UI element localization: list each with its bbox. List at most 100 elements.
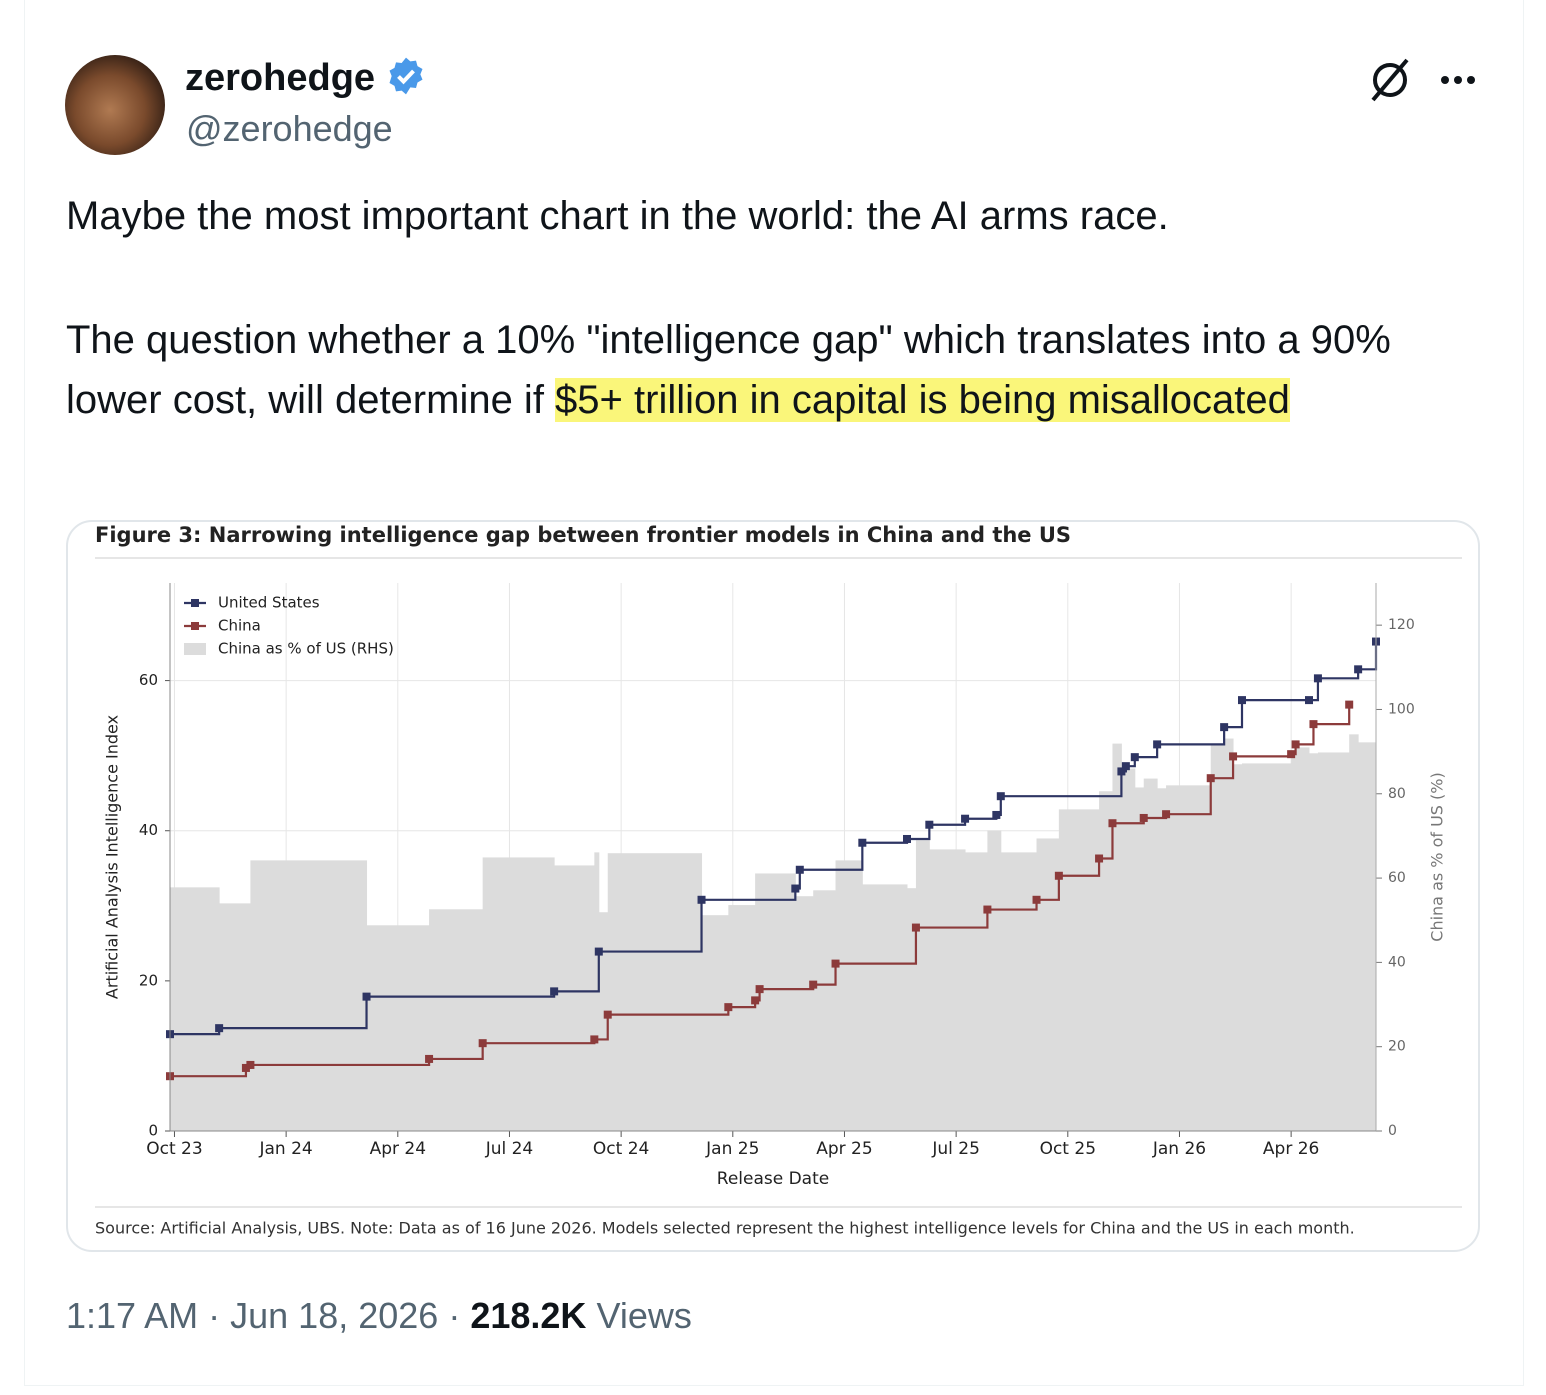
marker	[724, 1003, 733, 1012]
marker	[751, 996, 760, 1005]
area-step	[862, 884, 908, 1131]
views-label: Views	[596, 1295, 692, 1336]
legend-label: China	[218, 617, 261, 635]
marker	[1287, 750, 1296, 759]
area-step	[907, 888, 917, 1131]
area-step	[607, 853, 703, 1131]
area-step	[170, 887, 220, 1131]
y-tick-label: 20	[139, 971, 158, 989]
marker	[478, 1039, 487, 1048]
area-step	[554, 865, 595, 1131]
x-tick-label: Jul 24	[485, 1139, 534, 1159]
x-tick-label: Jan 26	[1152, 1139, 1206, 1159]
area-step	[1157, 788, 1167, 1131]
area-step	[366, 925, 430, 1131]
legend-marker	[191, 599, 199, 607]
highlighted-text: $5+ trillion in capital is being misallo…	[555, 378, 1290, 422]
tweet-footer: 1:17 AM · Jun 18, 2026 · 218.2K Views	[66, 1295, 692, 1337]
legend-label: United States	[218, 594, 320, 612]
tweet-card	[24, 0, 1524, 1386]
legend-label: China as % of US (RHS)	[218, 640, 394, 658]
marker	[1117, 767, 1126, 776]
x-tick-label: Oct 23	[146, 1139, 202, 1159]
marker	[755, 985, 764, 994]
area-step	[1143, 778, 1158, 1131]
area-step	[1317, 752, 1350, 1131]
marker	[697, 895, 706, 904]
y2-tick-label: 20	[1388, 1039, 1406, 1055]
x-tick-label: Jan 24	[259, 1139, 313, 1159]
y-tick-label: 40	[139, 821, 158, 839]
area-step	[1233, 764, 1243, 1131]
y2-axis-label: China as % of US (%)	[1428, 772, 1447, 941]
separator: ·	[448, 1295, 461, 1336]
marker	[425, 1054, 434, 1063]
area-step	[219, 903, 251, 1131]
area-step	[1358, 742, 1377, 1131]
marker	[1238, 696, 1246, 705]
y-axis-label: Artificial Analysis Intelligence Index	[103, 715, 122, 999]
media-card[interactable]	[66, 520, 1480, 1252]
marker	[1139, 813, 1148, 822]
grok-icon[interactable]	[1371, 58, 1409, 102]
chart-title: Figure 3: Narrowing intelligence gap bet…	[95, 523, 1071, 547]
marker	[1032, 895, 1041, 904]
area-step	[1000, 852, 1038, 1131]
marker	[1345, 700, 1354, 709]
marker	[858, 838, 867, 847]
tweet-text: Maybe the most important chart in the wo…	[66, 194, 1169, 238]
marker	[1162, 810, 1171, 819]
verified-badge	[389, 57, 423, 95]
marker	[831, 959, 840, 968]
area-step	[1210, 745, 1225, 1131]
marker	[590, 1035, 599, 1044]
x-tick-label: Oct 24	[593, 1139, 649, 1159]
marker	[1108, 819, 1117, 828]
marker	[795, 865, 804, 874]
marker	[550, 987, 559, 996]
area-step	[1349, 734, 1359, 1131]
marker	[1054, 871, 1063, 880]
area-step	[1134, 787, 1145, 1131]
area-step	[915, 840, 930, 1131]
marker	[1121, 762, 1130, 771]
area-step	[1291, 755, 1297, 1131]
more-icon[interactable]	[1441, 76, 1475, 84]
area-step	[1166, 785, 1212, 1131]
marker	[215, 1024, 224, 1033]
marker	[903, 834, 911, 843]
marker	[961, 814, 970, 823]
y-tick-label: 0	[148, 1122, 158, 1140]
y2-tick-label: 120	[1388, 617, 1415, 633]
marker	[1309, 720, 1318, 729]
marker	[1313, 674, 1322, 683]
avatar[interactable]	[65, 55, 165, 155]
marker	[791, 884, 800, 893]
views-count: 218.2K	[470, 1295, 587, 1336]
area-step	[1121, 768, 1136, 1131]
time[interactable]: 1:17 AM	[66, 1295, 199, 1336]
author-name[interactable]: zerohedge	[185, 57, 376, 99]
author-handle[interactable]: @zerohedge	[186, 108, 393, 149]
series-line	[170, 704, 1351, 1078]
marker	[1130, 753, 1139, 762]
marker	[1153, 740, 1162, 749]
area-step	[1099, 791, 1113, 1131]
x-tick-label: Oct 25	[1040, 1139, 1096, 1159]
x-axis-label: Release Date	[717, 1169, 829, 1189]
y2-tick-label: 40	[1388, 954, 1406, 970]
tweet-text: The question whether a 10% "intelligence…	[66, 310, 1476, 430]
marker	[1291, 740, 1300, 749]
y-tick-label: 60	[139, 671, 158, 689]
marker	[983, 905, 992, 914]
date[interactable]: Jun 18, 2026	[230, 1295, 439, 1336]
y2-tick-label: 60	[1388, 870, 1406, 886]
marker	[996, 792, 1005, 801]
area-step	[929, 849, 966, 1131]
area-step	[795, 896, 814, 1131]
marker	[925, 820, 934, 829]
area-step	[813, 890, 837, 1131]
area-step	[1036, 838, 1060, 1131]
marker	[911, 923, 920, 932]
